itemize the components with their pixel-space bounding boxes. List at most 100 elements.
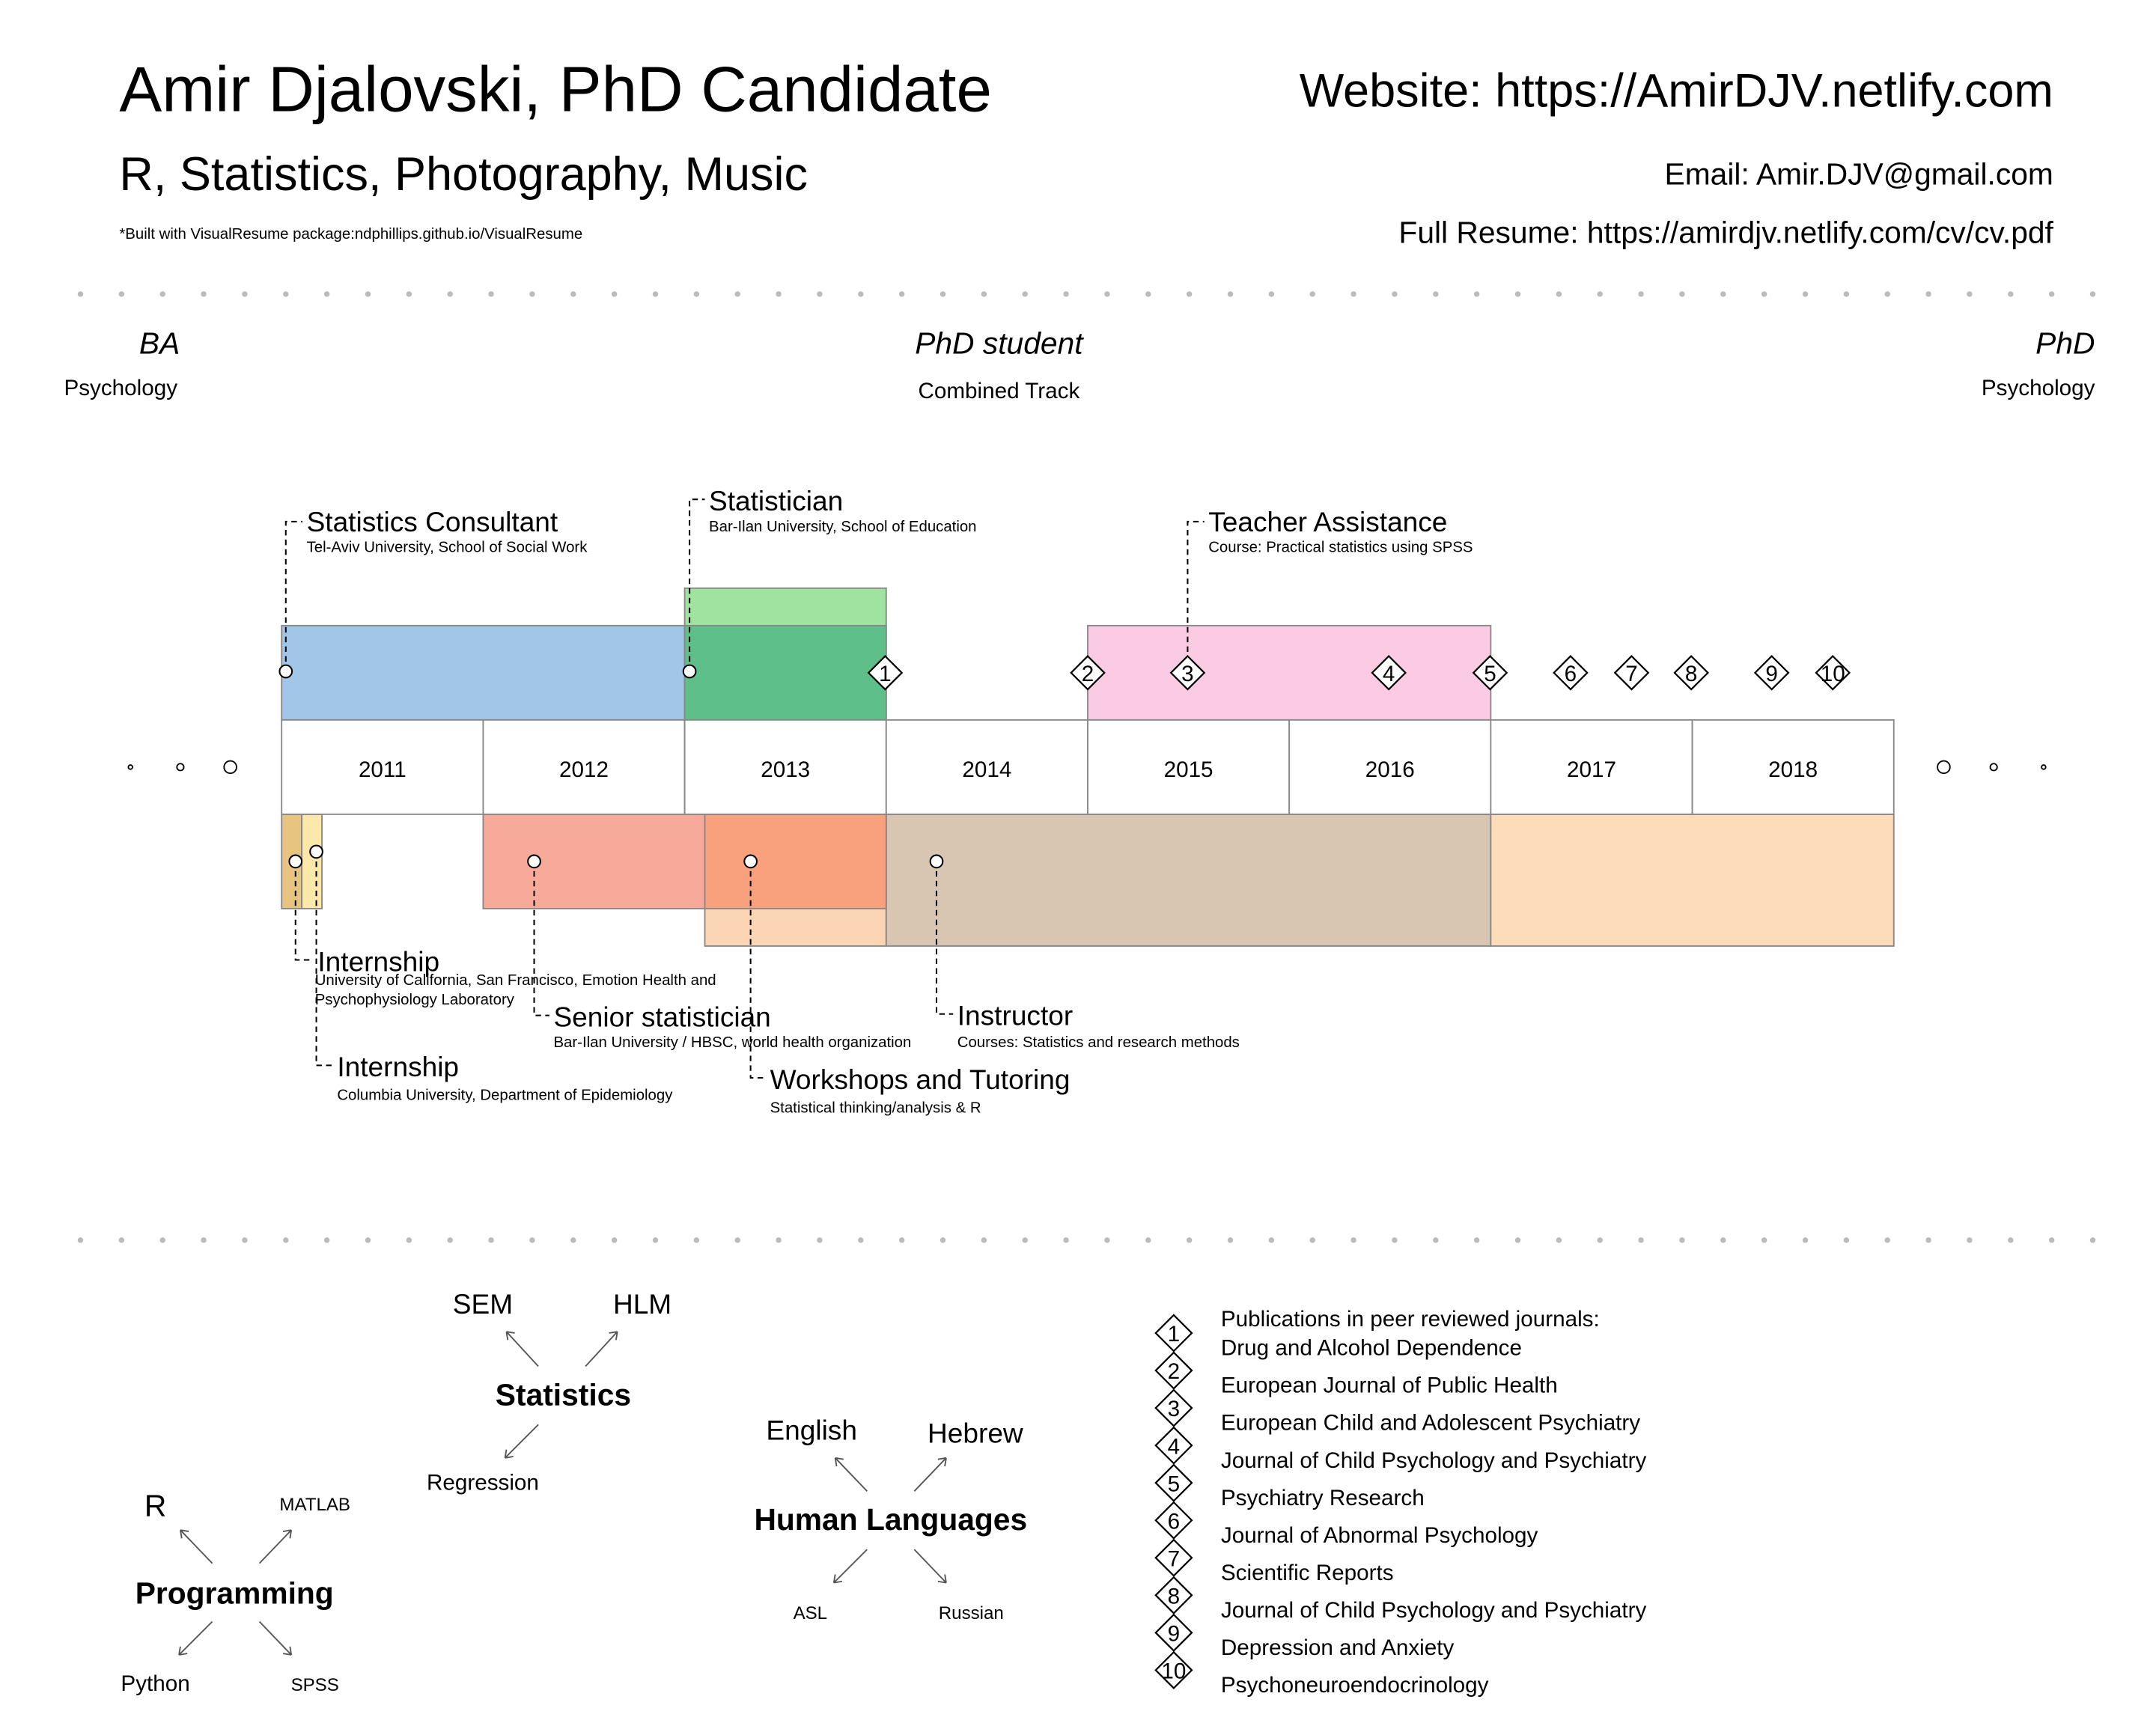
divider-dot <box>1556 1237 1562 1243</box>
skill-hlm: HLM <box>613 1288 672 1320</box>
skill-group-programming: Programming <box>135 1576 334 1610</box>
job-leader-lines <box>284 498 1205 1079</box>
anchor-instructor <box>929 854 944 869</box>
svg-text:Journal of Child Psychology an: Journal of Child Psychology and Psychiat… <box>1221 1598 1647 1623</box>
divider-dot <box>1022 291 1028 297</box>
pub-marker-9: 9 <box>1753 655 1790 691</box>
pub-marker-5: 5 <box>1472 655 1508 691</box>
interests-subtitle: R, Statistics, Photography, Music <box>119 148 808 201</box>
divider-dot <box>242 291 248 297</box>
divider-dot <box>2008 1237 2014 1243</box>
svg-text:Journal of Child Psychology an: Journal of Child Psychology and Psychiat… <box>1221 1448 1647 1473</box>
leader-senior-statistician <box>533 861 549 1016</box>
arrow-languages-hebrew <box>913 1457 947 1492</box>
divider-dot <box>283 291 289 297</box>
skill-asl: ASL <box>794 1603 828 1623</box>
divider-dot <box>858 1237 864 1243</box>
divider-dot <box>1104 1237 1110 1243</box>
divider-dot <box>611 1237 618 1243</box>
pub-list-item-10: 10 Psychoneuroendocrinology <box>1154 1650 1489 1698</box>
divider-dot <box>1350 1237 1356 1243</box>
divider-dot <box>1638 1237 1644 1243</box>
divider-dot <box>1720 291 1726 297</box>
divider-dot <box>1761 1237 1767 1243</box>
full-resume-link[interactable]: Full Resume: https://amirdjv.netlify.com… <box>1398 215 2053 249</box>
divider-dot <box>776 1237 782 1243</box>
divider-dot <box>817 1237 823 1243</box>
job-bar-bottom-5 <box>885 813 1492 947</box>
divider-dot <box>323 1237 330 1243</box>
divider-dot <box>201 1237 207 1243</box>
divider-dot <box>1514 291 1521 297</box>
year-cell-2012 <box>482 719 686 815</box>
year-label-2012: 2012 <box>559 757 609 782</box>
divider-dot <box>1186 291 1193 297</box>
divider-dot <box>1145 291 1151 297</box>
skill-spss: SPSS <box>291 1675 339 1695</box>
skill-hebrew: Hebrew <box>928 1417 1023 1448</box>
degree-phd-student-title: PhD student <box>915 326 1084 361</box>
svg-text:8: 8 <box>1685 662 1698 686</box>
divider-dot <box>118 291 125 297</box>
pub-marker-7: 7 <box>1613 655 1650 691</box>
divider-dot <box>776 291 782 297</box>
year-label-2016: 2016 <box>1365 757 1415 782</box>
divider-dot <box>2048 291 2055 297</box>
arrow-programming-spss <box>258 1620 293 1656</box>
job-title-internship-ucsf: Internship <box>317 945 439 977</box>
divider-dot <box>981 1237 987 1243</box>
divider-dot <box>201 291 207 297</box>
divider-dot <box>1433 291 1439 297</box>
year-axis: 2011 2012 2013 2014 2015 2016 2017 2018 <box>281 719 1895 815</box>
timeline: 2011 2012 2013 2014 2015 2016 2017 2018 Statist… <box>127 485 2047 1116</box>
svg-text:Journal of Abnormal Psychology: Journal of Abnormal Psychology <box>1221 1523 1538 1548</box>
svg-text:1: 1 <box>879 662 892 686</box>
divider-dot <box>734 1237 740 1243</box>
divider-dot <box>940 291 946 297</box>
job-place-internship-ucsf: University of California, San Francisco,… <box>314 972 716 1008</box>
year-label-2013: 2013 <box>761 757 810 782</box>
email-link[interactable]: Email: Amir.DJV@gmail.com <box>1665 156 2053 191</box>
divider-dot <box>1473 291 1480 297</box>
divider-dot <box>611 291 618 297</box>
job-bar-top-overlap <box>683 624 887 721</box>
svg-text:7: 7 <box>1625 662 1638 686</box>
divider-dot <box>1227 291 1234 297</box>
degree-phd-field: Psychology <box>1982 376 2095 400</box>
divider-dot <box>1309 291 1315 297</box>
publication-markers: 1 2 3 4 5 6 7 8 9 10 <box>867 655 1851 691</box>
divider-dot <box>1884 1237 1890 1243</box>
svg-text:3: 3 <box>1181 662 1194 686</box>
timeline-edge-dots <box>127 760 2047 775</box>
divider-dot <box>1186 1237 1193 1243</box>
job-place-instructor: Courses: Statistics and research methods <box>957 1034 1240 1051</box>
divider-dot <box>77 1237 84 1243</box>
skill-group-statistics: Statistics <box>496 1377 631 1412</box>
divider-dot <box>2089 1237 2096 1243</box>
skills: Statistics SEM HLM Regression Human Lang… <box>121 1288 1027 1696</box>
page-title: Amir Djalovski, PhD Candidate <box>119 54 992 125</box>
divider-dot <box>1350 291 1356 297</box>
divider-dot <box>898 1237 905 1243</box>
website-link[interactable]: Website: https://AmirDJV.netlify.com <box>1300 65 2053 118</box>
svg-text:4: 4 <box>1383 662 1395 686</box>
divider-dot <box>1227 1237 1234 1243</box>
svg-text:3: 3 <box>1168 1397 1181 1421</box>
built-with-note: *Built with VisualResume package:ndphill… <box>119 226 582 243</box>
divider-dot <box>734 291 740 297</box>
anchor-internship-columbia <box>309 844 323 859</box>
job-place-senior-statistician: Bar-Ilan University / HBSC, world health… <box>553 1034 911 1051</box>
leader-internship-ucsf <box>294 861 314 961</box>
svg-text:Psychiatry Research: Psychiatry Research <box>1221 1486 1425 1510</box>
arrow-languages-asl <box>832 1549 868 1584</box>
job-place-workshops: Statistical thinking/analysis & R <box>770 1100 981 1116</box>
pub-list-item-3: 3 European Child and Adolescent Psychiatr… <box>1154 1388 1640 1436</box>
divider-dot <box>1433 1237 1439 1243</box>
divider-dot <box>1720 1237 1726 1243</box>
divider-dot <box>1679 291 1685 297</box>
divider-dot <box>1145 1237 1151 1243</box>
svg-text:2: 2 <box>1082 662 1094 686</box>
divider-dot <box>1063 291 1069 297</box>
